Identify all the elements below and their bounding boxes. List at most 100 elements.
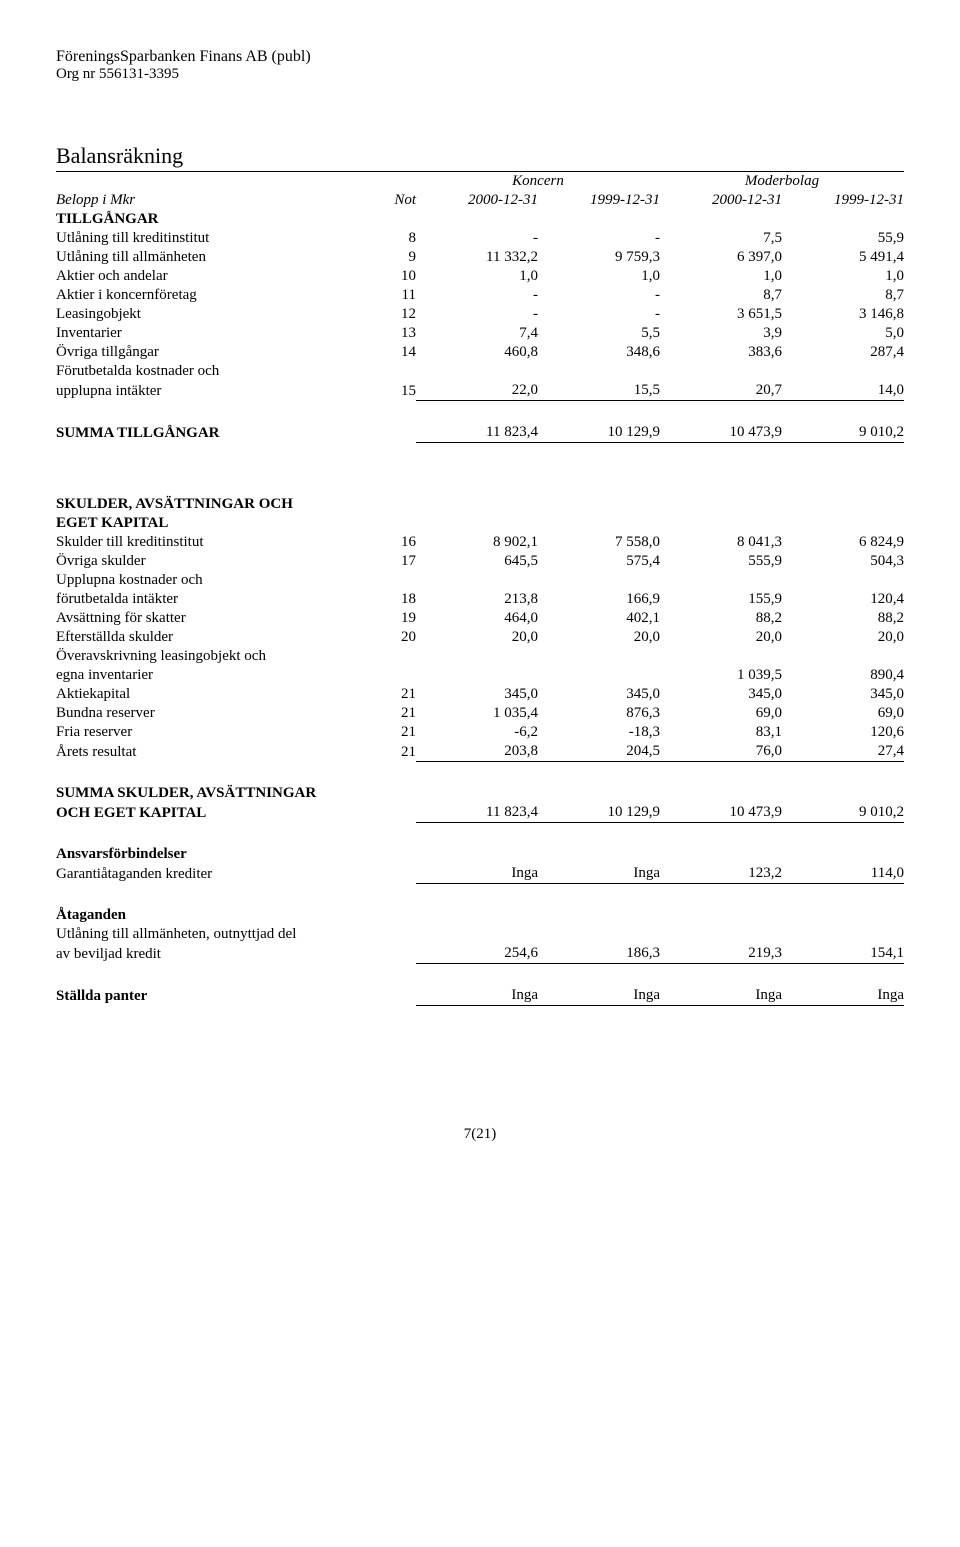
cell: 22,0 <box>416 381 538 401</box>
skulder-heading-row: EGET KAPITAL <box>56 514 904 533</box>
cell: 345,0 <box>782 685 904 704</box>
cell: 219,3 <box>660 944 782 964</box>
row-note: 13 <box>366 324 416 343</box>
cell: 464,0 <box>416 609 538 628</box>
cell: 204,5 <box>538 742 660 762</box>
cell: 154,1 <box>782 944 904 964</box>
cell: 88,2 <box>660 609 782 628</box>
cell: 69,0 <box>660 704 782 723</box>
cell: 203,8 <box>416 742 538 762</box>
cell: 120,4 <box>782 590 904 609</box>
col-d2: 1999-12-31 <box>538 191 660 210</box>
cell: 1,0 <box>416 267 538 286</box>
skulder-heading-2: EGET KAPITAL <box>56 514 904 533</box>
table-row: Garantiåtaganden krediterIngaInga123,211… <box>56 864 904 884</box>
cell: 120,6 <box>782 723 904 742</box>
cell: - <box>416 229 538 248</box>
page-title: Balansräkning <box>56 143 904 172</box>
table-row: Aktier i koncernföretag11--8,78,7 <box>56 286 904 305</box>
row-note: 19 <box>366 609 416 628</box>
row-label: Övriga skulder <box>56 552 366 571</box>
cell: 345,0 <box>660 685 782 704</box>
col-belopp: Belopp i Mkr <box>56 191 366 210</box>
col-d1: 2000-12-31 <box>416 191 538 210</box>
row-label: Bundna reserver <box>56 704 366 723</box>
cell: 7 558,0 <box>538 533 660 552</box>
cell: 9 010,2 <box>782 423 904 443</box>
cell: 1 039,5 <box>660 666 782 685</box>
summa-skulder-heading-row: SUMMA SKULDER, AVSÄTTNINGAR <box>56 784 904 803</box>
row-note: 14 <box>366 343 416 362</box>
koncern-header: Koncern <box>416 172 660 191</box>
cell: 166,9 <box>538 590 660 609</box>
cell: 27,4 <box>782 742 904 762</box>
row-label: Aktiekapital <box>56 685 366 704</box>
row-note: 11 <box>366 286 416 305</box>
table-row: Årets resultat21203,8204,576,027,4 <box>56 742 904 762</box>
table-row: Aktier och andelar101,01,01,01,0 <box>56 267 904 286</box>
skulder-heading-row: SKULDER, AVSÄTTNINGAR OCH <box>56 495 904 514</box>
table-row: Överavskrivning leasingobjekt och <box>56 647 904 666</box>
cell: 83,1 <box>660 723 782 742</box>
cell: 69,0 <box>782 704 904 723</box>
table-row: Avsättning för skatter19464,0402,188,288… <box>56 609 904 628</box>
cell: 555,9 <box>660 552 782 571</box>
row-label: Efterställda skulder <box>56 628 366 647</box>
cell: - <box>416 305 538 324</box>
row-label: Inventarier <box>56 324 366 343</box>
cell: 3 651,5 <box>660 305 782 324</box>
table-row: förutbetalda intäkter18213,8166,9155,912… <box>56 590 904 609</box>
cell: 14,0 <box>782 381 904 401</box>
cell: 8,7 <box>660 286 782 305</box>
cell: - <box>538 305 660 324</box>
cell: 114,0 <box>782 864 904 884</box>
group-header-row: Koncern Moderbolag <box>56 172 904 191</box>
cell: 1,0 <box>538 267 660 286</box>
cell: 123,2 <box>660 864 782 884</box>
row-label: Avsättning för skatter <box>56 609 366 628</box>
table-row: upplupna intäkter1522,015,520,714,0 <box>56 381 904 401</box>
row-label: Utlåning till allmänheten, outnyttjad de… <box>56 925 904 944</box>
col-d3: 2000-12-31 <box>660 191 782 210</box>
table-row: Övriga skulder17645,5575,4555,9504,3 <box>56 552 904 571</box>
row-label: Förutbetalda kostnader och <box>56 362 904 381</box>
ansvar-heading-row: Ansvarsförbindelser <box>56 845 904 864</box>
cell: - <box>538 229 660 248</box>
row-label: Garantiåtaganden krediter <box>56 864 366 884</box>
row-note: 10 <box>366 267 416 286</box>
row-label: av beviljad kredit <box>56 944 366 964</box>
row-label: Övriga tillgångar <box>56 343 366 362</box>
row-note: 21 <box>366 742 416 762</box>
cell: 348,6 <box>538 343 660 362</box>
row-note: 21 <box>366 685 416 704</box>
cell: - <box>416 286 538 305</box>
cell: Inga <box>782 986 904 1006</box>
cell: 10 129,9 <box>538 803 660 823</box>
table-row: Efterställda skulder2020,020,020,020,0 <box>56 628 904 647</box>
cell: 345,0 <box>538 685 660 704</box>
table-row: Övriga tillgångar14460,8348,6383,6287,4 <box>56 343 904 362</box>
cell: 254,6 <box>416 944 538 964</box>
stallda-heading: Ställda panter <box>56 986 366 1006</box>
table-row: Utlåning till allmänheten, outnyttjad de… <box>56 925 904 944</box>
cell: -6,2 <box>416 723 538 742</box>
cell: 76,0 <box>660 742 782 762</box>
cell: 20,7 <box>660 381 782 401</box>
cell: 383,6 <box>660 343 782 362</box>
cell: 88,2 <box>782 609 904 628</box>
row-label: Utlåning till allmänheten <box>56 248 366 267</box>
table-row: Fria reserver21-6,2-18,383,1120,6 <box>56 723 904 742</box>
row-note: 21 <box>366 704 416 723</box>
cell: 9 010,2 <box>782 803 904 823</box>
table-row: Bundna reserver211 035,4876,369,069,0 <box>56 704 904 723</box>
cell <box>416 666 538 685</box>
row-label: förutbetalda intäkter <box>56 590 366 609</box>
cell: 402,1 <box>538 609 660 628</box>
page-number: 7(21) <box>56 1126 904 1143</box>
column-header-row: Belopp i Mkr Not 2000-12-31 1999-12-31 2… <box>56 191 904 210</box>
stallda-panter-row: Ställda panter Inga Inga Inga Inga <box>56 986 904 1006</box>
cell: 9 759,3 <box>538 248 660 267</box>
row-label: Leasingobjekt <box>56 305 366 324</box>
row-note: 8 <box>366 229 416 248</box>
cell: 1 035,4 <box>416 704 538 723</box>
